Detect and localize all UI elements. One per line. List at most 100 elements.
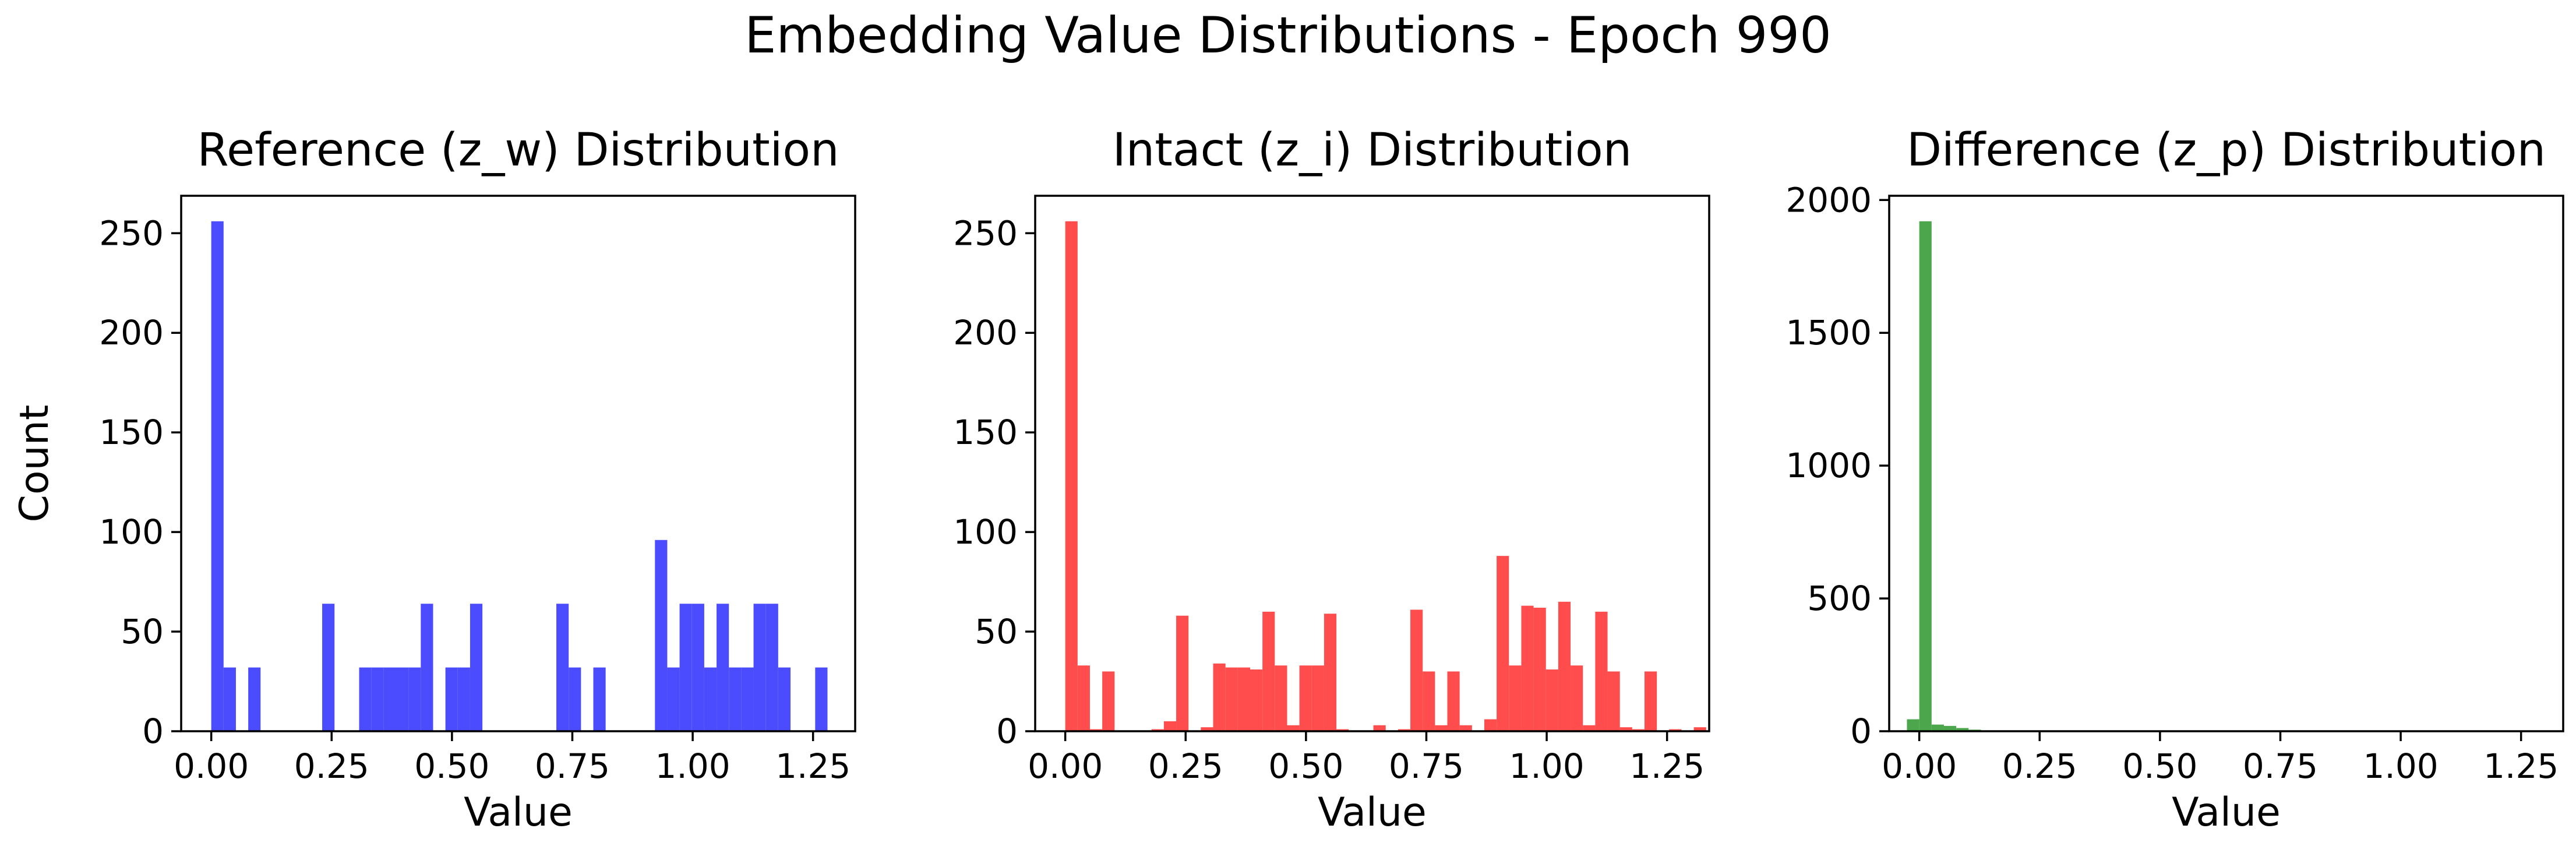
histogram-bar — [470, 604, 483, 731]
histogram-bar — [1943, 725, 1957, 731]
chart-panel-2: 0.00 0.25 0.50 0.75 1.00 1.25 0 50 100 150 200 250 I… — [953, 124, 1710, 836]
histogram-bar — [741, 667, 754, 731]
y-tick-label: 50 — [975, 612, 1018, 651]
axes-frame — [180, 195, 856, 732]
histogram-bar — [815, 667, 828, 731]
histogram-bar — [569, 667, 581, 731]
histogram-bar — [1213, 663, 1226, 731]
panel-title: Difference (z_p) Distribution — [1907, 124, 2546, 177]
x-tick-label: 0.00 — [1882, 746, 1957, 786]
histogram-bar — [667, 667, 680, 731]
axes-frame — [1034, 195, 1710, 732]
histogram-bar — [1447, 671, 1460, 731]
histogram-bar — [1311, 665, 1324, 731]
y-tick-label: 2000 — [1785, 180, 1872, 220]
histogram-bar — [1558, 601, 1571, 731]
histogram-bar — [1324, 614, 1337, 731]
x-tick-label: 1.00 — [1509, 746, 1585, 786]
histogram-bar — [396, 667, 409, 731]
x-tick-label: 0.25 — [2002, 746, 2077, 786]
histogram-bar — [1571, 665, 1583, 731]
histogram-bar — [1287, 725, 1300, 731]
histogram-bar — [383, 667, 397, 731]
histogram-bar — [1645, 671, 1657, 731]
histogram-bar — [704, 667, 717, 731]
histogram-bar — [1693, 727, 1706, 731]
histogram-bar — [1262, 611, 1275, 731]
histogram-bar — [1237, 667, 1251, 731]
y-tick-label: 0 — [996, 711, 1018, 751]
histogram-bar — [1410, 609, 1423, 731]
histogram-bar — [457, 667, 470, 731]
y-tick-label: 1000 — [1785, 446, 1872, 485]
histogram-bar — [408, 667, 421, 731]
x-tick-label: 0.75 — [1389, 746, 1464, 786]
histogram-bar — [1931, 724, 1944, 731]
histogram-bar — [1373, 725, 1386, 731]
y-tick-label: 50 — [121, 612, 164, 651]
histogram-bar — [1607, 671, 1620, 731]
histogram-bar — [1275, 665, 1287, 731]
x-tick-label: 1.25 — [2483, 746, 2559, 786]
histogram-bar — [765, 604, 778, 731]
x-tick-label: 0.50 — [1268, 746, 1343, 786]
histogram-bar — [1497, 556, 1509, 731]
bars — [1065, 221, 1706, 731]
histogram-bar — [211, 221, 224, 731]
x-tick-label: 1.25 — [1629, 746, 1705, 786]
x-tick-label: 0.25 — [294, 746, 369, 786]
histogram-bar — [445, 667, 458, 731]
bars — [211, 221, 828, 731]
histogram-bar — [223, 667, 236, 731]
histogram-bar — [717, 604, 729, 731]
histogram-bar — [1176, 615, 1189, 731]
histogram-bar — [1163, 721, 1177, 731]
histogram-bar — [1583, 725, 1596, 731]
x-tick-label: 0.00 — [174, 746, 249, 786]
x-tick-label: 0.25 — [1148, 746, 1223, 786]
chart-panel-3: 0.00 0.25 0.50 0.75 1.00 1.25 0 500 1000 1500 2000… — [1785, 124, 2564, 836]
chart-panel-1: 0.00 0.25 0.50 0.75 1.00 1.25 0 50 100 150 200 250 R… — [12, 124, 856, 836]
x-axis-label: Value — [2172, 789, 2281, 836]
histogram-bar — [1545, 669, 1558, 731]
panel-title: Reference (z_w) Distribution — [197, 124, 839, 177]
histogram-bar — [322, 604, 335, 731]
histogram-bar — [1956, 728, 1969, 731]
x-tick-label: 0.50 — [2122, 746, 2197, 786]
histogram-bar — [593, 667, 606, 731]
histogram-bar — [679, 604, 692, 731]
histogram-bar — [1225, 667, 1238, 731]
histogram-bar — [1423, 671, 1435, 731]
x-tick-label: 0.00 — [1028, 746, 1103, 786]
histogram-bar — [1484, 719, 1497, 731]
histogram-bar — [1595, 611, 1608, 731]
x-axis-label: Value — [1318, 789, 1427, 836]
histogram-bar — [1509, 665, 1522, 731]
histogram-bar — [1919, 221, 1932, 731]
y-tick-label: 150 — [99, 413, 164, 452]
y-tick-label: 500 — [1807, 579, 1872, 618]
y-tick-label: 250 — [99, 213, 164, 253]
histogram-bar — [729, 667, 742, 731]
histogram-bar — [1521, 605, 1534, 731]
y-tick-label: 200 — [953, 313, 1018, 353]
x-tick-label: 0.75 — [2243, 746, 2318, 786]
histogram-bar — [753, 604, 766, 731]
histogram-bar — [556, 604, 569, 731]
axes-frame — [1888, 195, 2564, 732]
y-tick-label: 250 — [953, 213, 1018, 253]
histogram-bar — [1907, 719, 1919, 731]
histogram-bar — [1299, 665, 1312, 731]
y-tick-label: 150 — [953, 413, 1018, 452]
y-tick-label: 200 — [99, 313, 164, 353]
x-tick-label: 1.25 — [775, 746, 851, 786]
figure-title: Embedding Value Distributions - Epoch 99… — [744, 6, 1832, 65]
y-tick-label: 0 — [1850, 711, 1872, 751]
histogram-bar — [1102, 671, 1115, 731]
histogram-bar — [1459, 725, 1472, 731]
x-tick-label: 0.50 — [414, 746, 489, 786]
histogram-bar — [778, 667, 791, 731]
panel-title: Intact (z_i) Distribution — [1113, 124, 1632, 177]
y-tick-label: 100 — [953, 512, 1018, 552]
